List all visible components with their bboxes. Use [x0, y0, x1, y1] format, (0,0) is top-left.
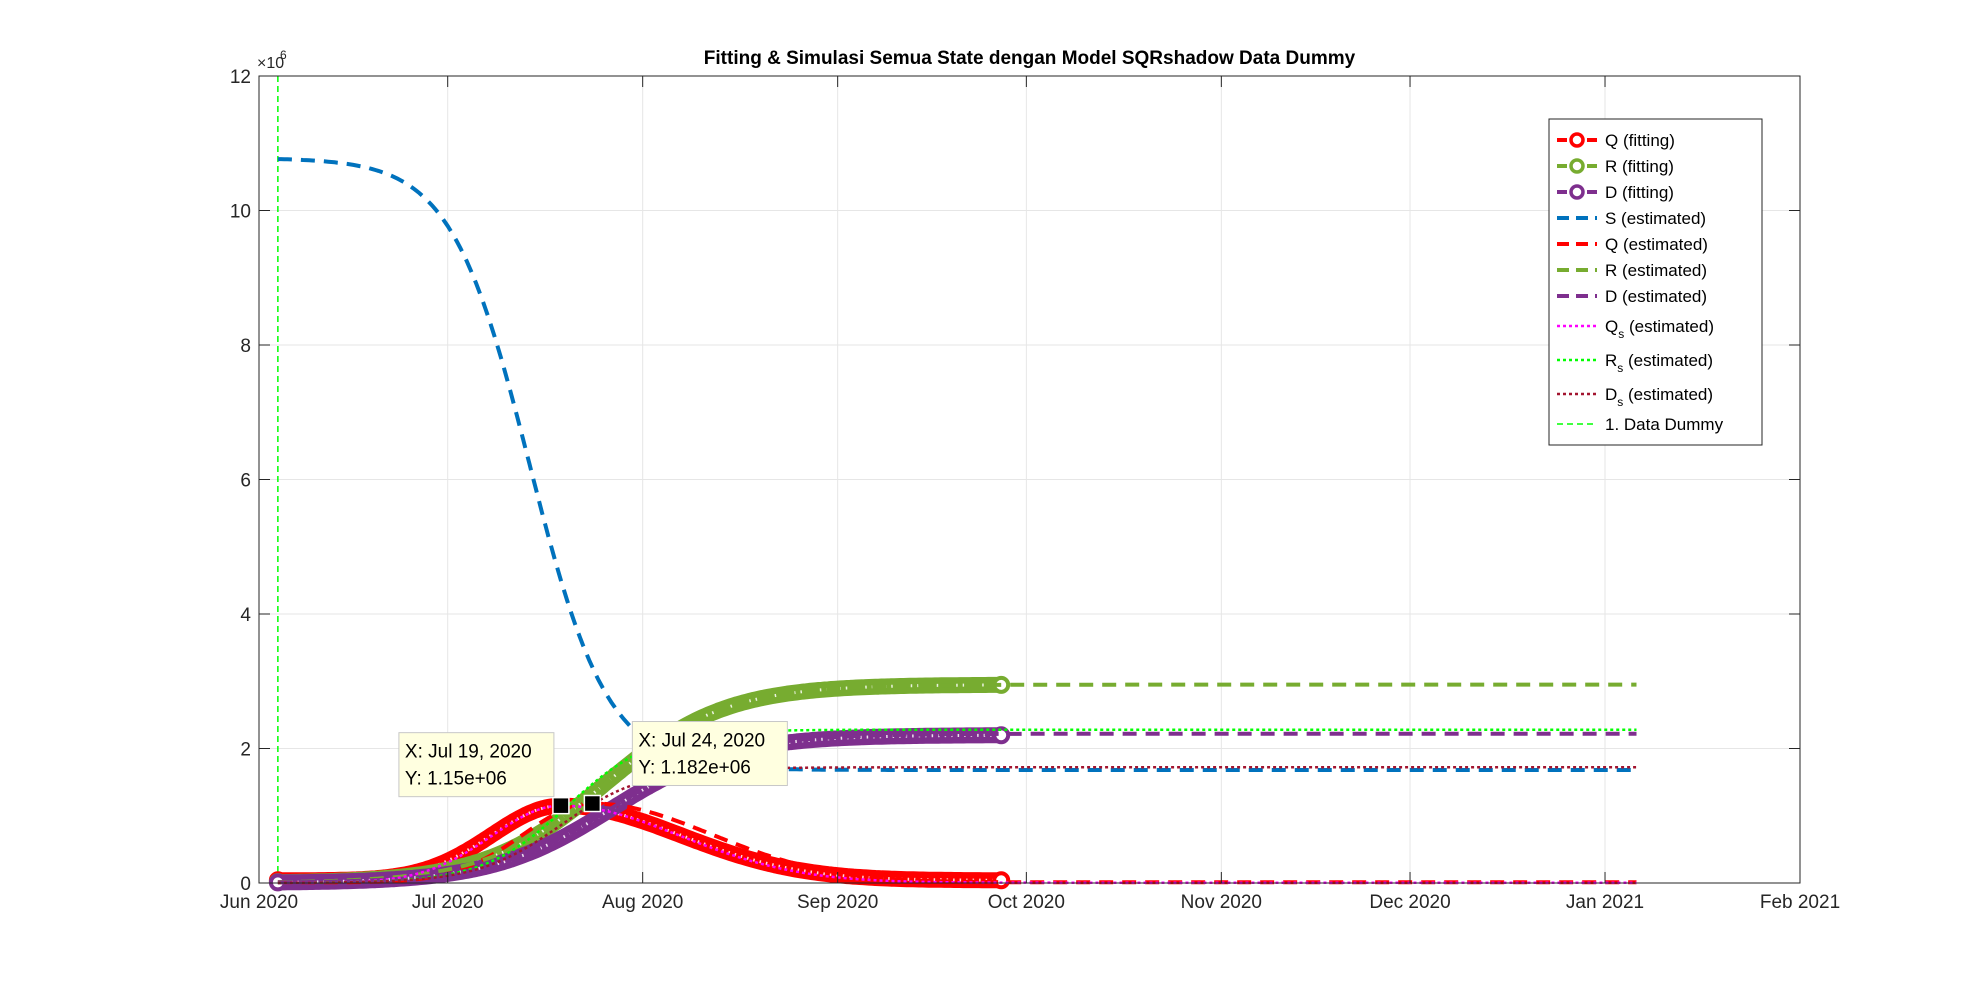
datatip[interactable]: X: Jul 19, 2020 Y: 1.15e+06: [398, 732, 570, 815]
datatip-x-label: X: Jul 24, 2020: [638, 731, 765, 752]
legend-item[interactable]: 1. Data Dummy: [1557, 415, 1724, 434]
legend-marker: [1569, 158, 1585, 174]
legend-box: [1548, 118, 1763, 446]
legend-item[interactable]: Q (fitting): [1557, 131, 1675, 150]
legend: Q (fitting) R (fitting) D (fitting) S (esti…: [1548, 118, 1763, 446]
datatip-box: [631, 721, 788, 787]
legend-item[interactable]: S (estimated): [1557, 209, 1706, 228]
legend-label-name: D (fitting): [1605, 183, 1674, 202]
legend-item[interactable]: Rs (estimated): [1557, 351, 1713, 375]
y-exponent-base: ×10: [257, 55, 284, 72]
datatip-x-label: X: Jul 19, 2020: [405, 742, 532, 763]
legend-label: D (estimated): [1605, 287, 1707, 306]
y-axis-exponent: ×10 6: [257, 48, 287, 72]
x-tick-label: Jul 2020: [412, 892, 484, 913]
datatip-y-label: Y: 1.182e+06: [638, 758, 751, 779]
x-tick-label: Jun 2020: [220, 892, 298, 913]
legend-marker: [1569, 132, 1585, 148]
datatip-y-label: Y: 1.15e+06: [405, 769, 507, 790]
legend-label-rest: (estimated): [1624, 317, 1714, 336]
legend-label-subscript: s: [1617, 361, 1623, 375]
datatip[interactable]: X: Jul 24, 2020 Y: 1.182e+06: [583, 721, 788, 813]
legend-label: R (estimated): [1605, 261, 1707, 280]
x-tick-label: Jan 2021: [1566, 892, 1644, 913]
y-exponent-power: 6: [280, 48, 287, 62]
legend-item[interactable]: R (estimated): [1557, 261, 1707, 280]
legend-label-name: R (estimated): [1605, 261, 1707, 280]
legend-label: Q (estimated): [1605, 235, 1708, 254]
legend-item[interactable]: Q (estimated): [1557, 235, 1708, 254]
legend-label: Q (fitting): [1605, 131, 1675, 150]
x-tick-label: Oct 2020: [988, 892, 1065, 913]
legend-label-rest: (estimated): [1623, 385, 1713, 404]
y-tick-label: 4: [240, 605, 251, 626]
datatips: X: Jul 19, 2020 Y: 1.15e+06 X: Jul 24, 202…: [398, 721, 788, 815]
x-axis-tick-labels: Jun 2020 Jul 2020 Aug 2020 Sep 2020 Oct 2020…: [220, 892, 1840, 913]
datatip-marker[interactable]: [583, 794, 602, 813]
datatip-marker[interactable]: [552, 796, 570, 815]
series-r-estimated: [277, 682, 1637, 885]
series-s-estimated: [277, 157, 1637, 772]
legend-item[interactable]: R (fitting): [1557, 157, 1674, 176]
y-tick-label: 6: [240, 471, 251, 492]
legend-label-name: 1. Data Dummy: [1605, 415, 1724, 434]
legend-label-subscript: s: [1618, 327, 1624, 341]
legend-item[interactable]: D (fitting): [1557, 183, 1674, 202]
datatip-box: [398, 732, 555, 798]
legend-label: Rs (estimated): [1605, 351, 1713, 375]
legend-label: Qs (estimated): [1605, 317, 1714, 341]
y-tick-label: 2: [240, 740, 251, 761]
legend-marker: [1569, 184, 1585, 200]
legend-label-subscript: s: [1617, 395, 1623, 409]
legend-label-name: Q: [1605, 317, 1618, 336]
legend-item[interactable]: Qs (estimated): [1557, 317, 1714, 341]
legend-label: S (estimated): [1605, 209, 1706, 228]
legend-label-name: Q (estimated): [1605, 235, 1708, 254]
legend-label-name: D: [1605, 385, 1617, 404]
y-tick-label: 12: [230, 67, 251, 88]
legend-label-name: D (estimated): [1605, 287, 1707, 306]
legend-label: Ds (estimated): [1605, 385, 1713, 409]
legend-label-name: R: [1605, 351, 1617, 370]
legend-label: 1. Data Dummy: [1605, 415, 1724, 434]
y-axis-tick-labels: 0 2 4 6 8 10 12: [230, 67, 252, 895]
legend-label-name: S (estimated): [1605, 209, 1706, 228]
chart-title: Fitting & Simulasi Semua State dengan Mo…: [704, 48, 1356, 69]
legend-label: D (fitting): [1605, 183, 1674, 202]
y-tick-label: 8: [240, 336, 251, 357]
y-tick-label: 0: [240, 874, 251, 895]
legend-item[interactable]: D (estimated): [1557, 287, 1707, 306]
x-tick-label: Nov 2020: [1181, 892, 1262, 913]
tick-marks: [258, 75, 1801, 884]
legend-label: R (fitting): [1605, 157, 1674, 176]
legend-label-name: Q (fitting): [1605, 131, 1675, 150]
series-d-estimated: [277, 731, 1637, 885]
series-d-s: [277, 766, 1637, 885]
x-tick-label: Sep 2020: [797, 892, 878, 913]
y-tick-label: 10: [230, 202, 251, 223]
legend-label-name: R (fitting): [1605, 157, 1674, 176]
series-r-s: [277, 728, 1637, 885]
legend-label-rest: (estimated): [1623, 351, 1713, 370]
x-tick-label: Dec 2020: [1369, 892, 1450, 913]
x-tick-label: Feb 2021: [1760, 892, 1840, 913]
x-tick-label: Aug 2020: [602, 892, 683, 913]
legend-item[interactable]: Ds (estimated): [1557, 385, 1713, 409]
